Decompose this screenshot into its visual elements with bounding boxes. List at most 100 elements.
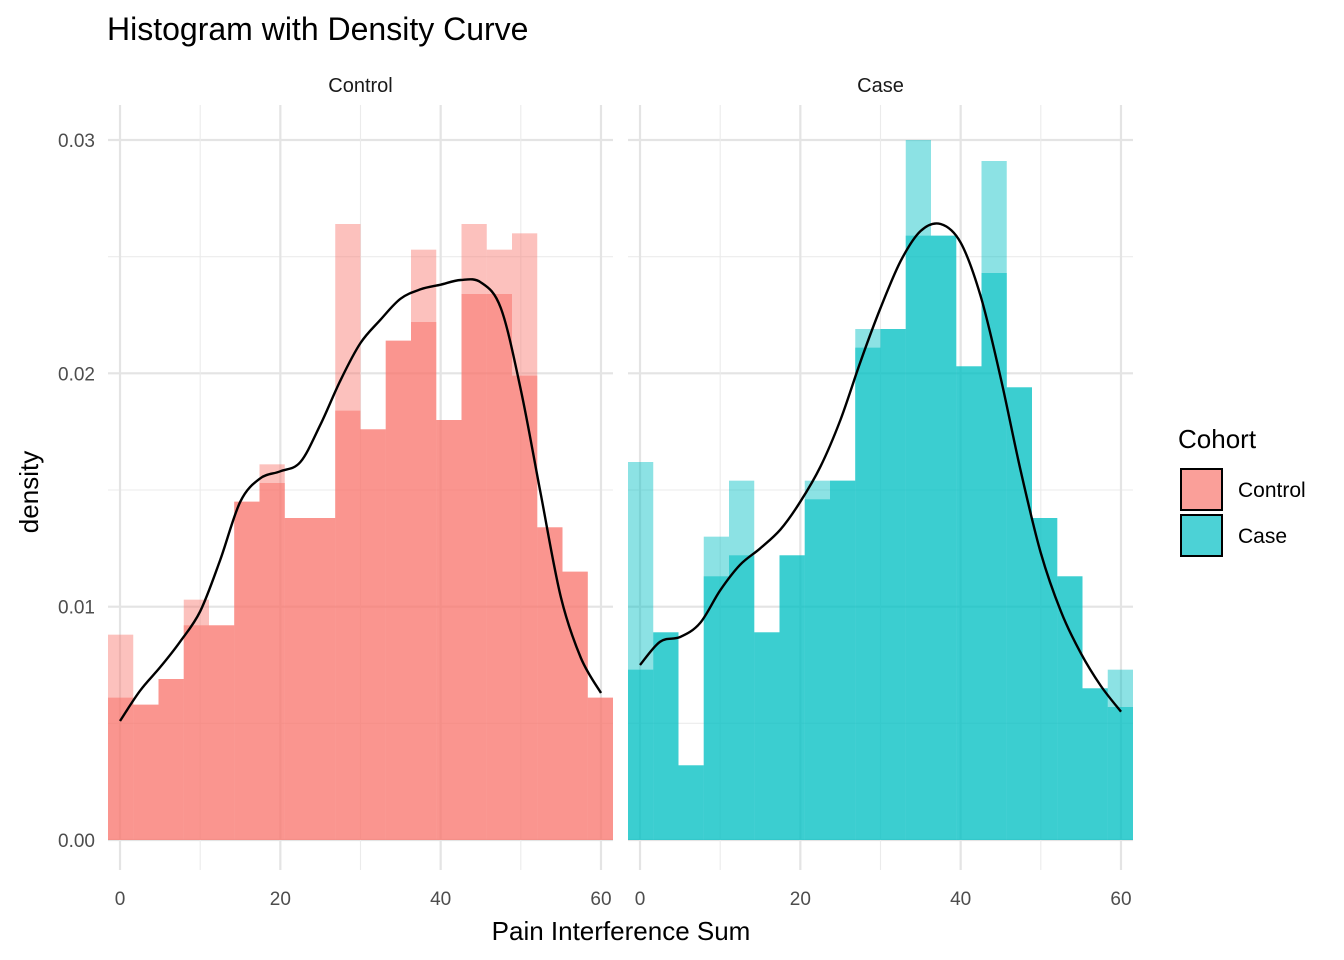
panel-grid bbox=[108, 105, 613, 870]
histogram-bar bbox=[1032, 518, 1058, 840]
histogram-bar bbox=[905, 140, 931, 840]
histogram-bar bbox=[486, 294, 512, 840]
histogram-bar bbox=[284, 518, 310, 840]
histogram-bar bbox=[754, 632, 780, 840]
histogram-bar bbox=[461, 294, 487, 840]
histogram-bar bbox=[1006, 387, 1032, 840]
panel-grid bbox=[628, 105, 1133, 870]
histogram-bar bbox=[486, 249, 512, 840]
y-axis-title: density bbox=[14, 451, 44, 533]
histogram-bar bbox=[411, 249, 437, 840]
histogram-bar bbox=[133, 704, 159, 840]
histogram-bar bbox=[880, 329, 906, 840]
histogram-bar bbox=[653, 632, 679, 840]
histogram-bar bbox=[880, 329, 906, 840]
histogram-bar bbox=[209, 625, 235, 840]
density-curve bbox=[639, 222, 1122, 713]
x-tick-label: 60 bbox=[590, 889, 611, 910]
histogram-bar bbox=[1057, 576, 1083, 840]
legend-label-control: Control bbox=[1238, 479, 1306, 502]
histogram-bar bbox=[779, 555, 805, 840]
histogram-bar bbox=[628, 462, 654, 840]
histogram-bar bbox=[587, 697, 613, 840]
histogram-bar bbox=[158, 679, 184, 840]
histogram-bar bbox=[729, 555, 755, 840]
histogram-bar bbox=[486, 294, 512, 840]
histogram-bar bbox=[880, 329, 906, 840]
histogram-bar bbox=[537, 527, 563, 840]
histogram-bar bbox=[1032, 518, 1058, 840]
histogram-bar bbox=[587, 697, 613, 840]
x-tick-labels: 0 20 40 60 bbox=[115, 889, 612, 910]
y-tick-label: 0.03 bbox=[58, 131, 95, 152]
histogram-bar bbox=[436, 420, 462, 840]
histogram-bar bbox=[436, 420, 462, 840]
histogram-bars bbox=[108, 224, 613, 841]
histogram-bar bbox=[183, 599, 209, 840]
histogram-bar bbox=[133, 704, 159, 840]
histogram-bar bbox=[678, 765, 704, 840]
histogram-bar bbox=[284, 518, 310, 840]
density-curve-group bbox=[639, 222, 1122, 713]
histogram-bar bbox=[804, 499, 830, 840]
histogram-bar bbox=[512, 233, 538, 841]
histogram-bar bbox=[804, 480, 830, 840]
histogram-bar bbox=[855, 329, 881, 840]
histogram-bar bbox=[461, 224, 487, 840]
histogram-bar bbox=[310, 518, 336, 840]
histogram-bar bbox=[931, 235, 957, 840]
histogram-bar bbox=[284, 518, 310, 840]
histogram-bar bbox=[335, 410, 361, 840]
histogram-bar bbox=[1107, 669, 1133, 840]
histogram-bar bbox=[183, 625, 209, 840]
histogram-bar bbox=[133, 704, 159, 840]
legend-title: Cohort bbox=[1178, 424, 1257, 454]
histogram-bar bbox=[385, 340, 411, 840]
histogram-bar bbox=[1057, 576, 1083, 840]
histogram-bar bbox=[855, 347, 881, 840]
histogram-bar bbox=[562, 571, 588, 840]
histogram-bar bbox=[234, 501, 260, 840]
histogram-bar bbox=[587, 697, 613, 840]
histogram-bar bbox=[653, 632, 679, 840]
x-tick-label: 20 bbox=[270, 889, 291, 910]
histogram-bar bbox=[678, 765, 704, 840]
histogram-bar bbox=[1107, 707, 1133, 840]
histogram-bar bbox=[1107, 707, 1133, 840]
histogram-bar bbox=[436, 420, 462, 840]
histogram-bar bbox=[981, 273, 1007, 840]
histogram-bar bbox=[234, 501, 260, 840]
chart-title: Histogram with Density Curve bbox=[107, 11, 528, 47]
histogram-bar bbox=[956, 366, 982, 840]
histogram-bar bbox=[360, 429, 386, 840]
histogram-bar bbox=[411, 322, 437, 840]
histogram-bar bbox=[537, 527, 563, 840]
histogram-bar bbox=[931, 235, 957, 840]
histogram-bar bbox=[703, 576, 729, 840]
histogram-bar bbox=[628, 669, 654, 840]
histogram-bar bbox=[703, 536, 729, 840]
histogram-bar bbox=[931, 235, 957, 840]
histogram-bar bbox=[754, 632, 780, 840]
histogram-bar bbox=[411, 322, 437, 840]
histogram-bar bbox=[779, 555, 805, 840]
histogram-bar bbox=[158, 679, 184, 840]
histogram-bar bbox=[729, 555, 755, 840]
x-tick-label: 40 bbox=[950, 889, 971, 910]
histogram-bar bbox=[981, 161, 1007, 840]
histogram-bar bbox=[779, 555, 805, 840]
histogram-bar bbox=[461, 294, 487, 840]
histogram-bar bbox=[335, 224, 361, 840]
legend-swatch-control bbox=[1180, 468, 1223, 511]
histogram-bar bbox=[310, 518, 336, 840]
histogram-bar bbox=[385, 340, 411, 840]
legend-swatch-case bbox=[1180, 514, 1223, 557]
histogram-bar bbox=[183, 625, 209, 840]
facet-panel-case: 0 20 40 60 Case bbox=[628, 75, 1133, 910]
histogram-bar bbox=[956, 366, 982, 840]
histogram-bars bbox=[628, 140, 1133, 840]
histogram-bar bbox=[956, 366, 982, 840]
histogram-bar bbox=[259, 483, 285, 840]
x-tick-label: 20 bbox=[790, 889, 811, 910]
